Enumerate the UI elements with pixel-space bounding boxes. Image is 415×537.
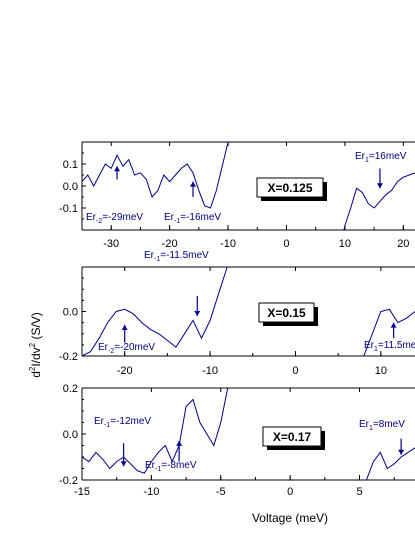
x-tick-label: -10 <box>220 238 236 250</box>
arrow-head <box>390 322 397 328</box>
y-tick-label: -0.2 <box>59 351 78 363</box>
x-axis-label: Voltage (meV) <box>252 511 328 525</box>
y-tick-label: 0.1 <box>63 159 78 171</box>
x-tick-label: 0 <box>292 365 298 377</box>
x-tick-label: -5 <box>216 486 226 498</box>
data-curve <box>343 172 415 230</box>
arrow-head <box>121 324 128 330</box>
data-curve <box>82 142 229 209</box>
annotation-label: Er-2=-29meV <box>86 212 143 225</box>
annotation-label: Er-1=-16meV <box>164 212 221 225</box>
panel-label-box <box>262 426 322 447</box>
panel-label-box <box>256 177 324 198</box>
x-tick-label: 10 <box>375 365 387 377</box>
arrow-head <box>376 183 383 189</box>
annotation-label: Er-2=-20meV <box>98 342 155 355</box>
x-tick-label: 0 <box>287 486 293 498</box>
y-tick-label: 0.0 <box>63 429 78 441</box>
data-curve <box>365 447 415 480</box>
x-tick-label: -20 <box>117 365 133 377</box>
panel-1: -0.1 0.0 0.1 -30 -20 -10 0 10 20 Er-2=-29meV Er-1=… <box>59 141 415 250</box>
annotation-label: Er1=11.5meV <box>364 340 415 353</box>
data-curve <box>82 388 229 474</box>
x-tick-label: 10 <box>339 238 351 250</box>
y-tick-label: -0.1 <box>59 203 78 215</box>
data-curve <box>82 267 228 356</box>
panel-label: X=0.125 <box>267 181 312 195</box>
data-curve <box>363 308 415 356</box>
annotation-label: Er-1=-11.5meV <box>144 250 209 263</box>
x-tick-label: 5 <box>356 486 362 498</box>
x-tick-label: -10 <box>143 486 159 498</box>
y-axis-label: d2I/dv2 (S/V) <box>28 312 43 378</box>
panel-2: -0.2 0.0 -20 -10 0 10 Er-2=-20meV Er-1=-11.5meV… <box>59 250 415 377</box>
annotation-label: Er1=8meV <box>359 419 405 432</box>
y-tick-label: 0.0 <box>63 307 78 319</box>
annotation-label: Er1=16meV <box>355 151 407 164</box>
x-tick-label: 20 <box>397 238 409 250</box>
arrow-head <box>190 181 196 187</box>
arrow-head <box>114 166 121 172</box>
arrow-head <box>194 310 201 316</box>
annotation-label: Er-1=-12meV <box>94 416 151 429</box>
y-tick-label: -0.2 <box>59 475 78 487</box>
panel-label-box <box>258 302 315 323</box>
y-tick-label: 0.2 <box>63 383 78 395</box>
arrow-head <box>120 461 127 467</box>
x-tick-label: -10 <box>202 365 218 377</box>
annotation-label: Er-1=-8meV <box>145 460 197 473</box>
x-tick-label: -20 <box>162 238 178 250</box>
x-tick-label: -30 <box>103 238 119 250</box>
y-tick-label: 0.0 <box>63 181 78 193</box>
panel-label: X=0.17 <box>273 430 312 444</box>
x-tick-label: -15 <box>74 486 90 498</box>
x-tick-label: 0 <box>283 238 289 250</box>
arrow-head <box>398 449 405 455</box>
panel-3: -0.2 0.0 0.2 -15 -10 -5 0 5 Er-1=-12meV Er-1=-8me… <box>59 383 415 498</box>
arrow-head <box>176 440 183 446</box>
panel-label: X=0.15 <box>267 306 306 320</box>
